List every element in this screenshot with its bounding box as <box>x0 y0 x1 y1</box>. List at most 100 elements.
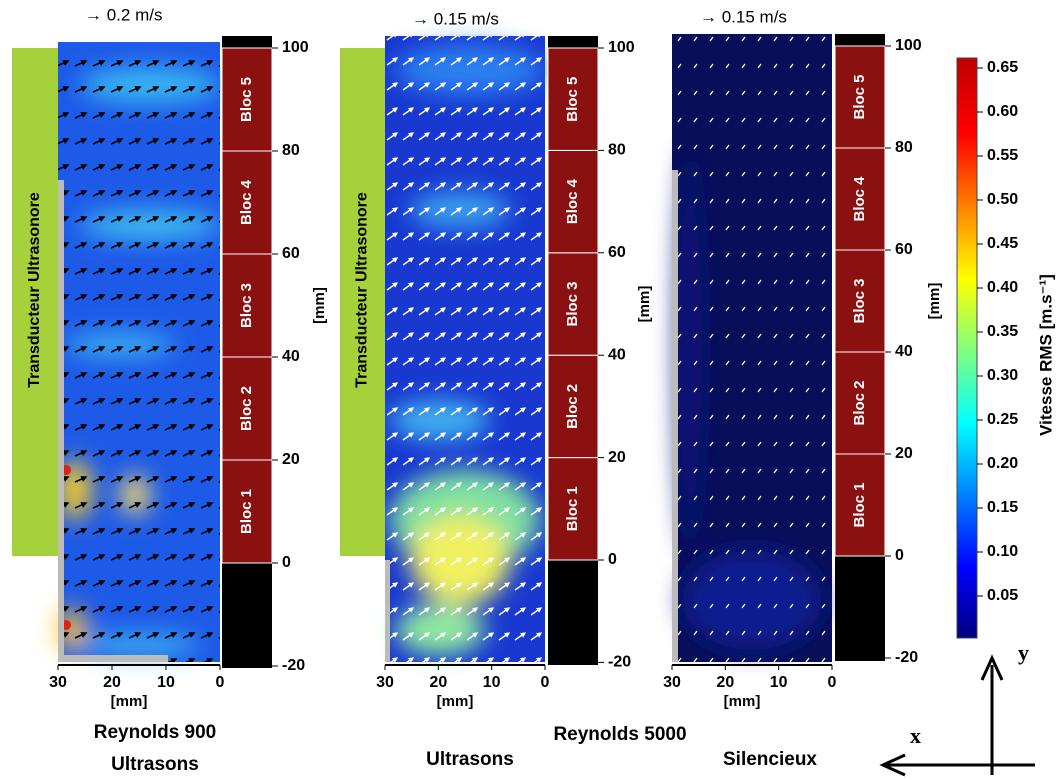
colorbar-tick-label: 0.05 <box>987 587 1018 604</box>
block <box>547 354 599 459</box>
block-bottom <box>548 560 598 665</box>
colorbar-tick-label: 0.50 <box>987 191 1018 208</box>
block-label: Bloc 5 <box>238 77 255 122</box>
y-tick-label: 0 <box>608 551 617 568</box>
x-tick-label: 10 <box>770 674 788 691</box>
block <box>834 249 886 353</box>
x-tick-label: 0 <box>828 674 837 691</box>
y-tick-label: 40 <box>895 343 913 360</box>
block <box>221 47 273 152</box>
transducer-label: Transducteur Ultrasonore <box>26 192 43 388</box>
block-label: Bloc 4 <box>564 178 581 224</box>
x-tick-label: 20 <box>716 674 734 691</box>
y-unit: [mm] <box>636 286 653 323</box>
block-label: Bloc 5 <box>564 77 581 122</box>
vectors <box>672 34 832 662</box>
y-tick-label: 100 <box>282 39 309 56</box>
colorbar-label: Vitesse RMS [m.s⁻¹] <box>1036 274 1055 436</box>
velocity-fields <box>58 34 832 662</box>
colorbar-tick-label: 0.20 <box>987 455 1018 472</box>
x-tick-label: 30 <box>376 674 394 691</box>
y-unit: [mm] <box>311 287 328 324</box>
y-tick-label: 60 <box>608 244 626 261</box>
y-tick-label: 40 <box>282 348 300 365</box>
caption: Reynolds 5000 <box>553 724 686 745</box>
block-label: Bloc 1 <box>238 489 255 534</box>
y-tick-label: 100 <box>895 37 922 54</box>
x-tick-label: 0 <box>541 674 550 691</box>
y-tick-label: 20 <box>608 449 626 466</box>
colorbar-tick-label: 0.40 <box>987 279 1018 296</box>
block-top <box>548 36 598 48</box>
y-tick-label: 100 <box>608 39 635 56</box>
colorbar <box>956 57 978 639</box>
arrowhead <box>879 753 906 777</box>
block-label: Bloc 3 <box>238 283 255 328</box>
block-label: Bloc 2 <box>564 384 581 429</box>
block <box>834 45 886 149</box>
transducer-label: Transducteur Ultrasonore <box>354 192 371 388</box>
y-tick-label: 60 <box>895 241 913 258</box>
vector-scale: → 0.2 m/s <box>85 5 162 24</box>
y-unit: [mm] <box>926 283 943 320</box>
y-tick-label: -20 <box>282 657 305 674</box>
block-bottom <box>835 556 885 661</box>
block <box>221 253 273 358</box>
y-tick-label: -20 <box>895 649 918 666</box>
x-tick-label: 30 <box>663 674 681 691</box>
vectors <box>58 42 220 662</box>
colorbar-tick-label: 0.25 <box>987 411 1018 428</box>
x-tick-label: 20 <box>103 674 121 691</box>
colorbar-tick-label: 0.35 <box>987 323 1018 340</box>
wall <box>385 560 390 662</box>
x-unit: [mm] <box>724 693 761 710</box>
y-tick-label: 80 <box>608 142 626 159</box>
caption: Silencieux <box>723 749 817 770</box>
colorbar-tick-label: 0.60 <box>987 103 1018 120</box>
y-axis-label: y <box>1018 640 1029 665</box>
wall <box>672 170 678 662</box>
x-unit: [mm] <box>111 693 148 710</box>
y-tick-label: 80 <box>282 142 300 159</box>
wall <box>58 655 168 662</box>
arrowhead <box>980 654 1004 681</box>
vector-scale: → 0.15 m/s <box>700 7 787 26</box>
block-bottom <box>222 563 272 668</box>
x-tick-label: 20 <box>429 674 447 691</box>
block-label: Bloc 4 <box>851 176 868 222</box>
vectors <box>385 36 545 662</box>
colorbar-tick-label: 0.10 <box>987 543 1018 560</box>
x-tick-label: 10 <box>483 674 501 691</box>
y-tick-label: 40 <box>608 346 626 363</box>
x-axis-label: x <box>910 723 921 748</box>
block-label: Bloc 1 <box>851 482 868 527</box>
colorbar-tick-label: 0.45 <box>987 235 1018 252</box>
caption: Reynolds 900 <box>94 722 217 743</box>
colorbar-tick-label: 0.15 <box>987 499 1018 516</box>
block <box>547 457 599 561</box>
block-label: Bloc 2 <box>238 386 255 431</box>
y-tick-label: 80 <box>895 139 913 156</box>
block-top <box>835 34 885 46</box>
block <box>834 351 886 455</box>
block <box>221 150 273 255</box>
transducer <box>12 48 58 556</box>
block-label: Bloc 2 <box>851 380 868 425</box>
block-label: Bloc 5 <box>851 74 868 119</box>
caption: Ultrasons <box>426 749 514 770</box>
caption: Ultrasons <box>111 754 199 775</box>
y-tick-label: -20 <box>608 654 631 671</box>
block <box>547 252 599 356</box>
wall <box>58 180 64 660</box>
y-tick-label: 20 <box>282 451 300 468</box>
block-label: Bloc 1 <box>564 486 581 531</box>
block-label: Bloc 4 <box>238 179 255 225</box>
x-tick-label: 30 <box>49 674 67 691</box>
vector-scale: → 0.15 m/s <box>412 9 499 28</box>
y-tick-label: 60 <box>282 245 300 262</box>
block <box>834 453 886 557</box>
y-tick-label: 0 <box>282 554 291 571</box>
colorbar-tick-label: 0.30 <box>987 367 1018 384</box>
y-tick-label: 0 <box>895 547 904 564</box>
block <box>221 356 273 461</box>
